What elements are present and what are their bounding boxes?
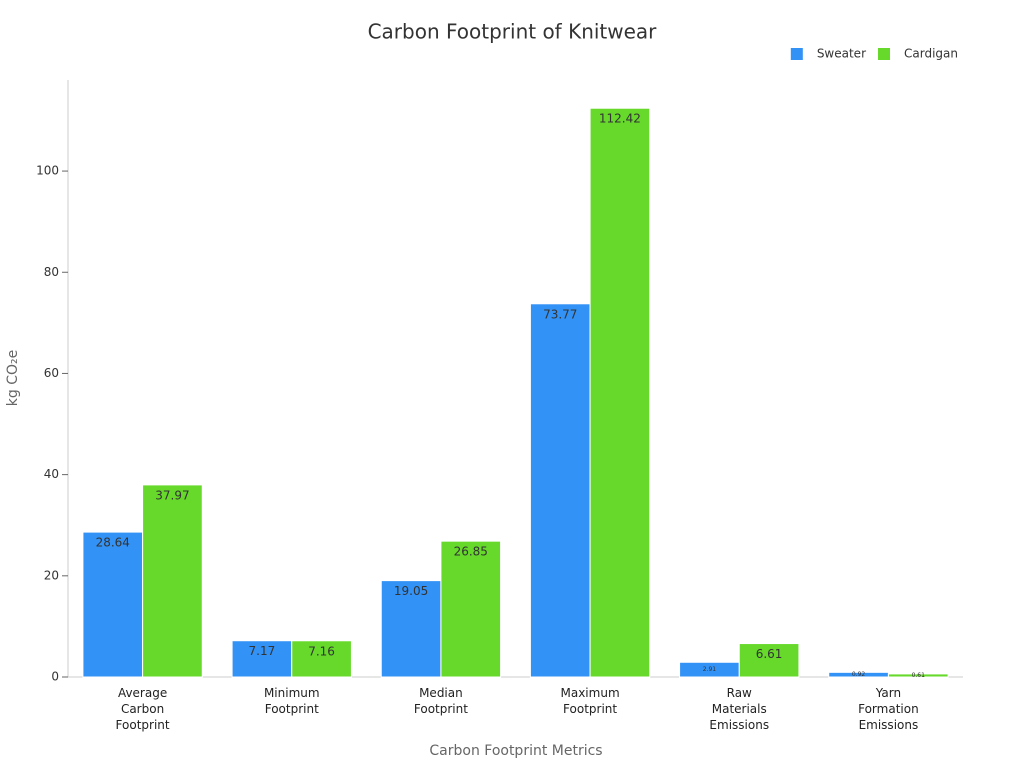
x-tick-wrap: Median Footprint xyxy=(413,686,468,716)
bar xyxy=(231,640,293,678)
x-tick-wrap: Maximum Footprint xyxy=(560,686,620,716)
bar xyxy=(82,531,144,678)
y-tick-label: 20 xyxy=(44,568,59,582)
y-tick-label: 40 xyxy=(44,467,59,481)
data-label: 28.64 xyxy=(96,536,130,550)
x-tick-label: Minimum Footprint xyxy=(263,686,320,716)
data-label: 37.97 xyxy=(155,488,189,502)
data-label: 7.17 xyxy=(249,644,276,658)
bar xyxy=(887,673,949,678)
data-label: 19.05 xyxy=(394,584,428,598)
y-tick-label: 0 xyxy=(51,670,59,684)
legend-swatch xyxy=(790,48,803,60)
x-tick-label: Average Carbon Footprint xyxy=(115,686,170,732)
data-label: 0.61 xyxy=(912,672,926,679)
y-axis-label: kg CO₂e xyxy=(5,350,21,406)
bar xyxy=(589,107,651,678)
data-label: 0.92 xyxy=(852,671,866,678)
bar xyxy=(291,640,352,678)
x-tick-wrap: Minimum Footprint xyxy=(263,686,320,716)
x-axis-label: Carbon Footprint Metrics xyxy=(429,743,602,759)
data-label: 112.42 xyxy=(599,112,641,126)
bar xyxy=(738,643,800,678)
data-label: 6.61 xyxy=(756,647,783,661)
data-label: 73.77 xyxy=(543,307,577,321)
x-tick-label: Maximum Footprint xyxy=(560,686,620,716)
data-label: 2.91 xyxy=(703,666,717,673)
x-tick-wrap: Yarn Formation Emissions xyxy=(858,686,919,732)
legend-label: Cardigan xyxy=(904,47,958,61)
bar xyxy=(529,303,591,678)
y-tick-label: 100 xyxy=(36,164,59,178)
x-tick-label: Raw Materials Emissions xyxy=(709,686,770,732)
x-tick-label: Yarn Formation Emissions xyxy=(858,686,919,732)
x-tick-wrap: Average Carbon Footprint xyxy=(115,686,170,732)
y-tick-label: 60 xyxy=(44,366,59,380)
legend-label: Sweater xyxy=(817,47,866,61)
chart-title: Carbon Footprint of Knitwear xyxy=(368,20,658,44)
x-tick-label: Median Footprint xyxy=(413,686,468,716)
y-tick-label: 80 xyxy=(44,265,59,279)
data-label: 7.16 xyxy=(308,644,335,658)
x-tick-wrap: Raw Materials Emissions xyxy=(709,686,770,732)
data-label: 26.85 xyxy=(454,545,488,559)
bar xyxy=(142,484,203,678)
legend-swatch xyxy=(878,48,891,60)
bar xyxy=(440,540,502,678)
